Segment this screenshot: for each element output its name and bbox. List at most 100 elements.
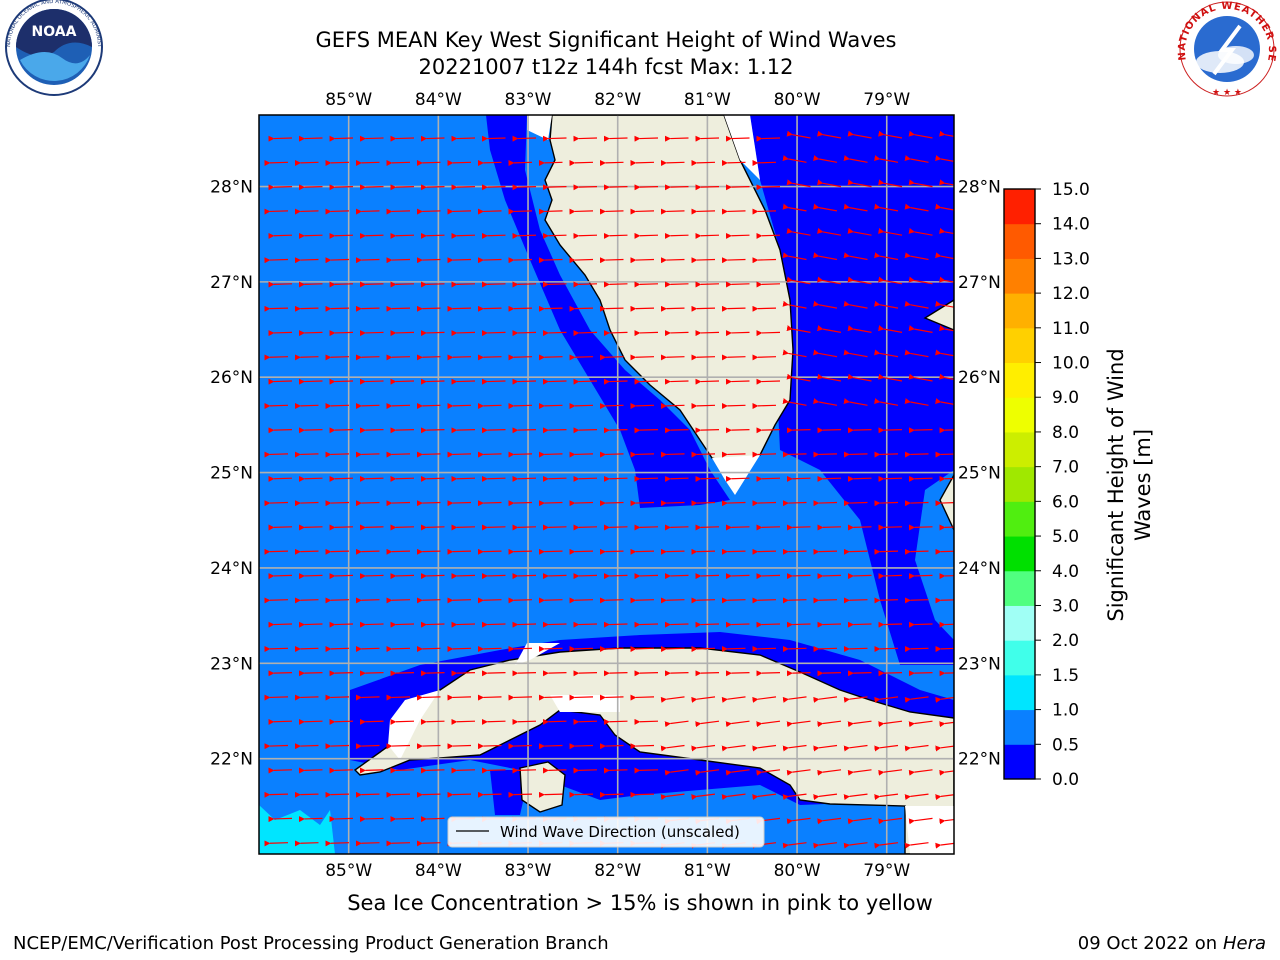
wave-direction-arrow (298, 816, 323, 823)
wave-direction-arrow (935, 548, 954, 555)
wave-direction-arrow (264, 500, 289, 507)
wave-direction-arrow (325, 257, 350, 264)
wave-direction-arrow (599, 403, 624, 410)
wave-direction-arrow (782, 744, 807, 752)
wave-direction-arrow (542, 184, 567, 191)
wave-direction-arrow (691, 160, 716, 167)
wave-direction-arrow (782, 548, 807, 555)
wave-direction-arrow (264, 305, 289, 312)
wave-direction-arrow (542, 767, 567, 774)
wave-direction-arrow (939, 130, 954, 137)
wave-direction-arrow (634, 670, 659, 677)
wave-direction-arrow (481, 281, 506, 288)
wave-direction-arrow (481, 621, 506, 628)
wave-direction-arrow (817, 475, 842, 482)
wave-direction-arrow (786, 427, 811, 434)
wave-direction-arrow (416, 646, 441, 653)
wave-direction-arrow (355, 694, 380, 701)
wave-direction-arrow (294, 403, 319, 410)
wave-direction-arrow (813, 744, 838, 752)
wave-direction-arrow (756, 670, 781, 677)
wave-direction-arrow (634, 184, 659, 191)
wave-direction-arrow (935, 203, 954, 211)
wave-direction-arrow (939, 573, 954, 580)
wave-direction-arrow (935, 155, 954, 162)
wave-direction-arrow (935, 646, 954, 653)
wave-direction-arrow (817, 227, 842, 236)
wave-direction-arrow (386, 257, 411, 264)
wave-direction-arrow (786, 325, 811, 333)
wave-direction-arrow (355, 548, 380, 555)
lon-tick-label-bottom: 82°W (594, 861, 641, 881)
wave-direction-arrow (386, 500, 411, 507)
wave-direction-arrow (904, 548, 929, 555)
wave-direction-arrow (451, 621, 476, 628)
wave-direction-arrow (908, 227, 933, 236)
wave-direction-arrow (630, 597, 655, 604)
chart-subtitle: 20221007 t12z 144h fcst Max: 1.12 (418, 55, 794, 79)
wave-direction-arrow (477, 160, 502, 167)
wave-direction-arrow (752, 257, 777, 264)
wave-direction-arrow (599, 500, 624, 507)
wave-direction-arrow (874, 597, 899, 604)
colorbar-swatch (1004, 258, 1035, 294)
wave-direction-arrow (451, 232, 476, 239)
wave-direction-arrow (573, 378, 598, 385)
lat-tick-label-right: 23°N (958, 654, 1001, 674)
wave-direction-arrow (264, 694, 289, 701)
wave-direction-arrow (569, 305, 594, 312)
wave-direction-arrow (542, 427, 567, 434)
wave-direction-arrow (847, 427, 872, 434)
wave-direction-arrow (420, 378, 445, 385)
wave-direction-arrow (752, 500, 777, 507)
wave-direction-arrow (268, 427, 293, 434)
wave-direction-arrow (447, 500, 472, 507)
wave-direction-arrow (904, 451, 929, 458)
wave-direction-arrow (725, 378, 750, 385)
wave-direction-arrow (813, 842, 838, 849)
wave-direction-arrow (294, 160, 319, 167)
wave-direction-arrow (634, 427, 659, 434)
wave-direction-arrow (512, 573, 537, 580)
wave-direction-arrow (447, 791, 472, 798)
wave-direction-arrow (756, 330, 781, 337)
wave-direction-arrow (390, 524, 415, 531)
wave-direction-arrow (904, 398, 929, 406)
wave-direction-arrow (451, 330, 476, 337)
wave-direction-arrow (935, 597, 954, 604)
wave-direction-arrow (386, 840, 411, 847)
wave-direction-arrow (908, 720, 933, 728)
wave-direction-arrow (908, 621, 933, 628)
wave-direction-arrow (752, 744, 777, 752)
wave-direction-arrow (878, 621, 903, 628)
wave-direction-arrow (447, 548, 472, 555)
wave-direction-arrow (325, 451, 350, 458)
wave-direction-arrow (538, 694, 563, 701)
wave-direction-arrow (813, 451, 838, 458)
wave-direction-arrow (843, 842, 868, 849)
wave-direction-arrow (294, 597, 319, 604)
lon-tick-label-top: 83°W (505, 90, 552, 110)
wave-direction-arrow (725, 135, 750, 142)
wave-direction-arrow (512, 524, 537, 531)
wave-direction-arrow (264, 257, 289, 264)
run-date: 09 Oct 2022 on (1077, 933, 1223, 954)
wave-direction-arrow (908, 130, 933, 139)
colorbar-tick-label: 10.0 (1052, 354, 1090, 374)
wave-direction-arrow (904, 203, 929, 212)
wave-direction-arrow (390, 135, 415, 142)
wave-direction-arrow (508, 257, 533, 264)
wave-direction-arrow (390, 378, 415, 385)
wave-direction-arrow (573, 232, 598, 239)
wave-direction-arrow (359, 524, 384, 531)
wave-direction-arrow (691, 696, 716, 703)
wave-direction-arrow (603, 135, 628, 142)
wave-direction-arrow (695, 184, 720, 191)
wave-direction-arrow (477, 451, 502, 458)
wave-direction-arrow (904, 793, 929, 801)
wave-direction-arrow (664, 232, 689, 239)
wave-direction-arrow (725, 330, 750, 337)
wave-direction-arrow (878, 227, 903, 236)
svg-text:NOAA: NOAA (32, 24, 77, 40)
wave-direction-arrow (298, 524, 323, 531)
